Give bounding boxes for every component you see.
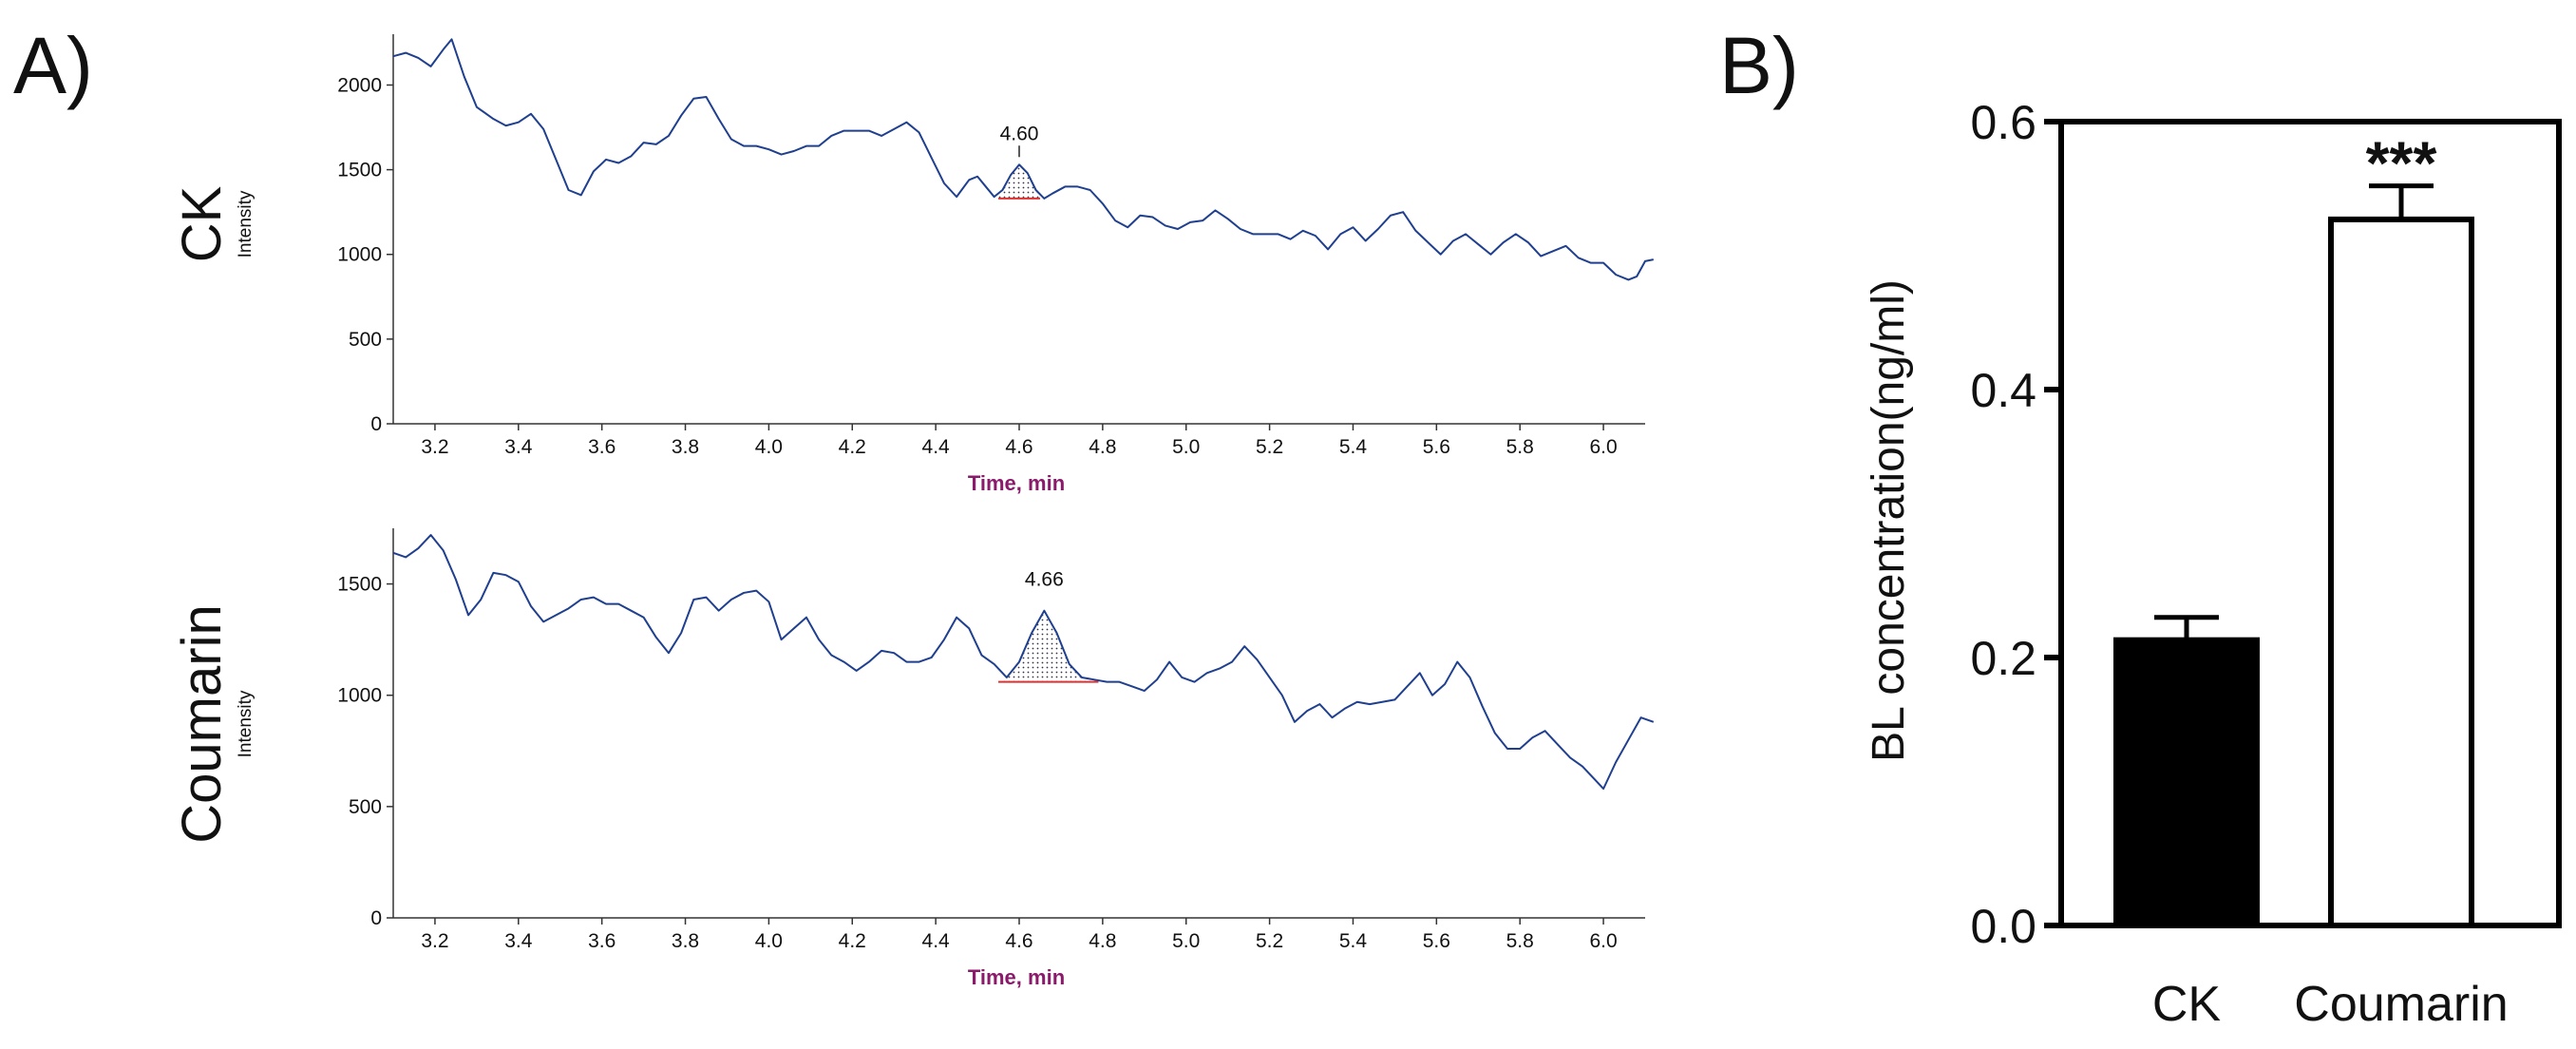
x-tick-label: 3.8 — [672, 436, 699, 458]
x-tick-label: 4.6 — [1005, 930, 1032, 952]
x-axis-title: Time, min — [968, 965, 1065, 989]
y-tick-label: 2000 — [337, 74, 382, 96]
x-tick-label: 3.2 — [421, 436, 448, 458]
y-tick-label: 1000 — [337, 685, 382, 707]
bar-chart: BL concentration(ng/ml) 0.00.20.40.6 CK C… — [1864, 96, 2562, 1032]
x-tick-label: 3.4 — [504, 436, 533, 458]
bar-y-tick-label: 0.2 — [1970, 632, 2036, 685]
x-tick-label: 4.4 — [922, 930, 951, 952]
x-tick-label: 4.0 — [755, 436, 783, 458]
trace-line — [392, 38, 1654, 281]
y-tick-label: 500 — [349, 796, 382, 818]
x-tick-label: 3.8 — [672, 930, 699, 952]
x-axis: 3.2 3.4 3.6 3.8 4.0 4.2 4.4 4.6 4.8 5.0 5.2 5.4 5.6 5… — [421, 424, 1618, 458]
panel-b-label: B) — [1719, 21, 1799, 110]
x-tick-label: 5.4 — [1339, 930, 1368, 952]
y-axis-title: Intensity — [236, 190, 256, 257]
x-tick-label: 4.0 — [755, 930, 783, 952]
x-tick-label: 4.2 — [839, 436, 866, 458]
bar-y-tick-label: 0.0 — [1970, 900, 2036, 953]
x-tick-label: 5.0 — [1172, 436, 1200, 458]
y-axis-title: Intensity — [236, 690, 256, 757]
bar-y-tick-label: 0.4 — [1970, 364, 2036, 417]
peak-label: 4.60 — [1000, 123, 1039, 144]
x-tick-label: 4.2 — [839, 930, 866, 952]
x-tick-label: 6.0 — [1589, 436, 1617, 458]
error-bar — [2369, 183, 2434, 219]
category-label: CK — [2152, 977, 2222, 1032]
category-label: Coumarin — [2294, 977, 2508, 1032]
panel-a-label: A) — [13, 21, 93, 110]
bar-y-axis: 0.0 0.2 0.4 0.6 — [1970, 96, 2061, 953]
x-tick-label: 6.0 — [1589, 930, 1617, 952]
x-tick-label: 5.4 — [1339, 436, 1368, 458]
peak: 4.60 — [998, 123, 1040, 200]
y-tick-label: 1000 — [337, 244, 382, 266]
peak-label: 4.66 — [1025, 569, 1064, 591]
bar-ck — [2113, 637, 2260, 928]
peak-area — [998, 610, 1099, 682]
bars: CK Coumarin *** — [2113, 129, 2509, 1032]
x-tick-label: 3.2 — [421, 930, 448, 952]
y-axis: 0 500 1000 1500 — [337, 574, 393, 929]
y-tick-label: 1500 — [337, 574, 382, 596]
y-tick-label: 0 — [370, 413, 382, 435]
trace-line — [392, 534, 1655, 791]
x-tick-label: 3.6 — [588, 930, 616, 952]
x-tick-label: 4.4 — [922, 436, 951, 458]
x-tick-label: 4.8 — [1089, 930, 1116, 952]
row-label-ck: CK — [171, 185, 233, 262]
x-axis: 3.2 3.4 3.6 3.8 4.0 4.2 4.4 4.6 4.8 5.0 5.2 5.4 5.6 5… — [421, 918, 1618, 952]
x-tick-label: 4.8 — [1089, 436, 1116, 458]
peak: 4.66 — [998, 569, 1099, 683]
x-tick-label: 5.6 — [1423, 930, 1450, 952]
plot-border — [2058, 119, 2562, 928]
x-tick-label: 5.2 — [1256, 930, 1283, 952]
x-tick-label: 5.0 — [1172, 930, 1200, 952]
x-tick-label: 3.4 — [504, 930, 533, 952]
x-tick-label: 3.6 — [588, 436, 616, 458]
x-tick-label: 4.6 — [1005, 436, 1032, 458]
error-bar — [2154, 615, 2219, 640]
significance-marker: *** — [2366, 129, 2437, 198]
bar-y-axis-title: BL concentration(ng/ml) — [1864, 279, 1914, 762]
x-axis-title: Time, min — [968, 471, 1065, 495]
bar-coumarin — [2328, 216, 2474, 928]
y-axis: 0 500 1000 1500 2000 — [337, 74, 393, 435]
x-tick-label: 5.6 — [1423, 436, 1450, 458]
y-tick-label: 1500 — [337, 160, 382, 181]
x-tick-label: 5.8 — [1506, 436, 1534, 458]
x-tick-label: 5.8 — [1506, 930, 1534, 952]
x-tick-label: 5.2 — [1256, 436, 1283, 458]
plot-frame — [2058, 119, 2562, 928]
peak-area — [998, 164, 1040, 199]
row-label-coumarin: Coumarin — [171, 604, 233, 843]
bar-y-tick-label: 0.6 — [1970, 96, 2036, 149]
y-tick-label: 500 — [349, 329, 382, 351]
y-tick-label: 0 — [370, 907, 382, 929]
